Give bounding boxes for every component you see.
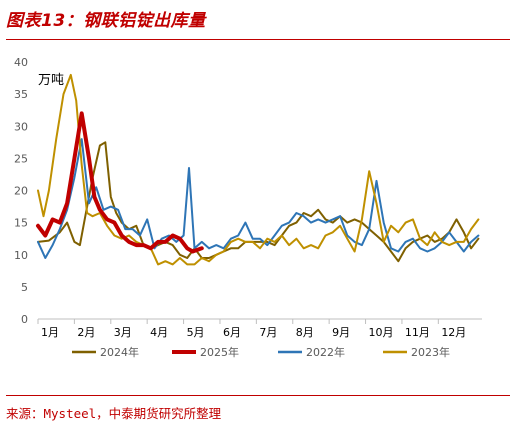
legend-label: 2023年 <box>411 345 450 359</box>
x-tick-label: 2月 <box>77 326 95 339</box>
figure-title: 图表13：钢联铝锭出库量 <box>6 11 206 31</box>
x-tick-label: 8月 <box>296 326 314 339</box>
series-line-2023 <box>37 73 480 266</box>
y-axis-ticks: 0 5 10 15 20 25 30 35 40 <box>14 56 28 326</box>
x-tick-label: 11月 <box>405 326 430 339</box>
y-tick-label: 0 <box>21 313 28 326</box>
unit-label: 万吨 <box>38 73 64 88</box>
legend: 2024年 2025年 2022年 2023年 <box>72 345 450 359</box>
y-tick-label: 35 <box>14 88 28 101</box>
series-lines <box>36 73 480 266</box>
line-chart: 0 5 10 15 20 25 30 35 40 1月 2月 3月 4月 5月 6月 7月 8月 9月 10月 11… <box>14 56 482 359</box>
series-line-2024 <box>37 141 480 263</box>
x-tick-label: 1月 <box>41 326 59 339</box>
footer-divider <box>6 395 510 396</box>
legend-label: 2024年 <box>100 345 139 359</box>
title-divider <box>6 39 510 40</box>
x-tick-label: 9月 <box>332 326 350 339</box>
x-tick-label: 7月 <box>259 326 277 339</box>
series-line-2025 <box>36 111 204 254</box>
x-tick-label: 4月 <box>150 326 168 339</box>
source-note: 来源：Mysteel，中泰期货研究所整理 <box>6 406 222 421</box>
x-axis: 1月 2月 3月 4月 5月 6月 7月 8月 9月 10月 11月 12月 <box>37 318 482 339</box>
x-tick-label: 6月 <box>223 326 241 339</box>
x-tick-label: 10月 <box>369 326 394 339</box>
legend-label: 2022年 <box>306 345 345 359</box>
y-tick-label: 30 <box>14 120 28 133</box>
x-tick-label: 12月 <box>441 326 466 339</box>
legend-label: 2025年 <box>200 345 239 359</box>
y-tick-label: 10 <box>14 249 28 262</box>
y-tick-label: 40 <box>14 56 28 69</box>
series-line-2022 <box>37 138 480 259</box>
x-tick-label: 3月 <box>114 326 132 339</box>
y-tick-label: 20 <box>14 185 28 198</box>
y-tick-label: 15 <box>14 217 28 230</box>
y-tick-label: 25 <box>14 152 28 165</box>
y-tick-label: 5 <box>21 281 28 294</box>
x-tick-label: 5月 <box>187 326 205 339</box>
